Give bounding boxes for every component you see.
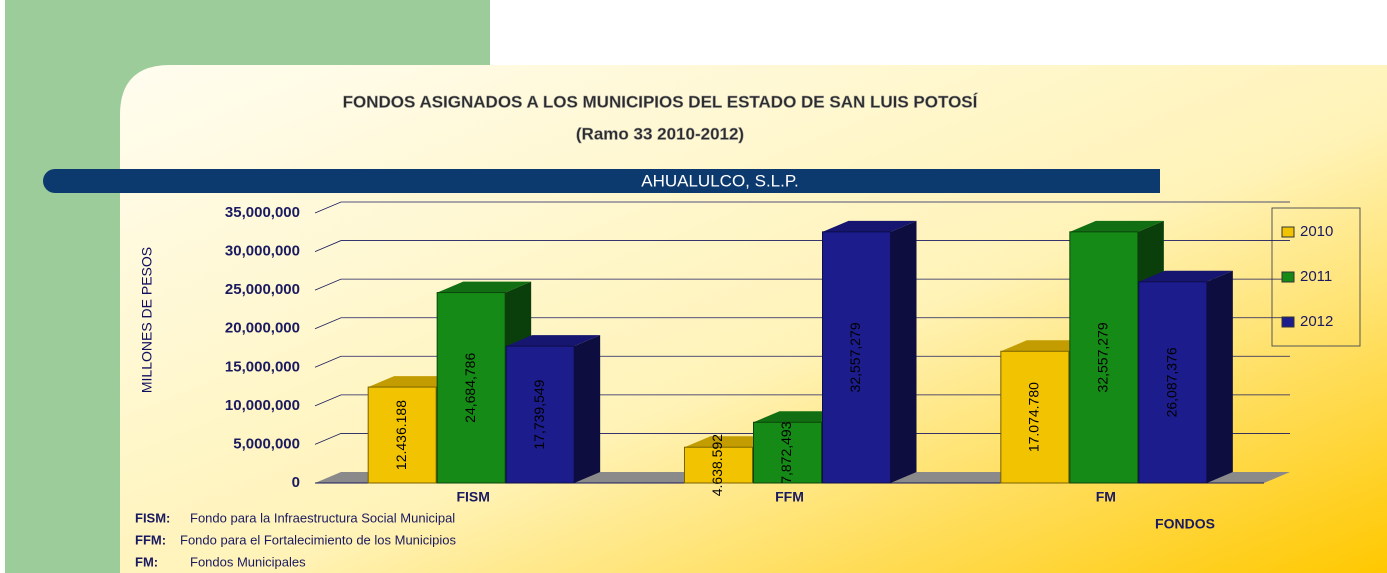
bar-top — [1069, 220, 1164, 232]
footnote-text: Fondo para la Infraestructura Social Mun… — [190, 510, 455, 525]
chart-title: FONDOS ASIGNADOS A LOS MUNICIPIOS DEL ES… — [343, 92, 979, 111]
y-tick-label: 5,000,000 — [233, 435, 300, 452]
grid-line — [314, 201, 1290, 214]
grid-line — [314, 240, 1290, 252]
y-tick-label: 0 — [292, 474, 300, 491]
y-axis-title: MILLONES DE PESOS — [139, 247, 155, 393]
value-label: 4.638.592 — [709, 434, 725, 496]
value-label: 26,087,376 — [1164, 347, 1180, 417]
value-label: 32,557,279 — [847, 322, 863, 392]
bar-top — [1138, 270, 1233, 282]
footnote-text: Fondo para el Fortalecimiento de los Mun… — [180, 532, 457, 547]
legend-box — [1271, 207, 1361, 347]
value-label: 24,684,786 — [462, 353, 478, 423]
y-tick-label: 30,000,000 — [225, 243, 300, 260]
bar — [1069, 231, 1139, 484]
legend-swatch — [1281, 226, 1295, 238]
bar-top — [437, 281, 532, 293]
bar — [367, 386, 437, 484]
legend-swatch — [1281, 271, 1295, 283]
banner — [43, 169, 1160, 193]
grid-line — [314, 433, 1290, 445]
y-tick-label: 15,000,000 — [225, 358, 300, 375]
footnote-abbr: FM: — [135, 554, 158, 569]
value-label: 17.074.780 — [1026, 382, 1042, 452]
y-tick-label: 20,000,000 — [225, 320, 300, 337]
bar-side — [574, 335, 601, 483]
grid-line — [314, 278, 1290, 291]
bar — [436, 292, 506, 484]
bar — [684, 446, 753, 484]
bar-side — [1206, 270, 1233, 483]
x-tick-label: FISM — [456, 489, 489, 505]
legend-label: 2012 — [1300, 313, 1333, 330]
bar-side — [890, 220, 917, 483]
x-tick-label: FM — [1096, 489, 1116, 505]
bar — [505, 345, 575, 484]
y-tick-label: 10,000,000 — [225, 397, 300, 414]
footnote-abbr: FISM: — [135, 510, 170, 525]
legend-label: 2011 — [1300, 268, 1332, 285]
value-label: 7,872,493 — [778, 421, 794, 483]
banner-text: AHUALULCO, S.L.P. — [641, 171, 798, 190]
grid-line — [314, 394, 1290, 407]
grid-line — [314, 355, 1290, 368]
bar — [753, 421, 822, 484]
bar-top — [822, 220, 917, 232]
value-label: 32,557,279 — [1095, 322, 1111, 392]
bar — [1138, 281, 1208, 484]
grid-line — [314, 317, 1290, 330]
value-label: 12.436.188 — [393, 400, 409, 470]
footnote-abbr: FFM: — [135, 532, 166, 547]
bar-top — [506, 335, 601, 347]
chart-subtitle: (Ramo 33 2010-2012) — [576, 124, 744, 143]
bar — [1000, 350, 1070, 484]
legend-label: 2010 — [1300, 223, 1333, 240]
y-tick-label: 35,000,000 — [225, 204, 300, 221]
footnote-text: Fondos Municipales — [190, 554, 306, 569]
bar — [822, 231, 891, 484]
x-axis-title: FONDOS — [1155, 516, 1215, 532]
legend-swatch — [1281, 316, 1295, 328]
value-label: 17,739,549 — [531, 379, 547, 449]
x-tick-label: FFM — [775, 489, 804, 505]
y-tick-label: 25,000,000 — [225, 281, 300, 298]
